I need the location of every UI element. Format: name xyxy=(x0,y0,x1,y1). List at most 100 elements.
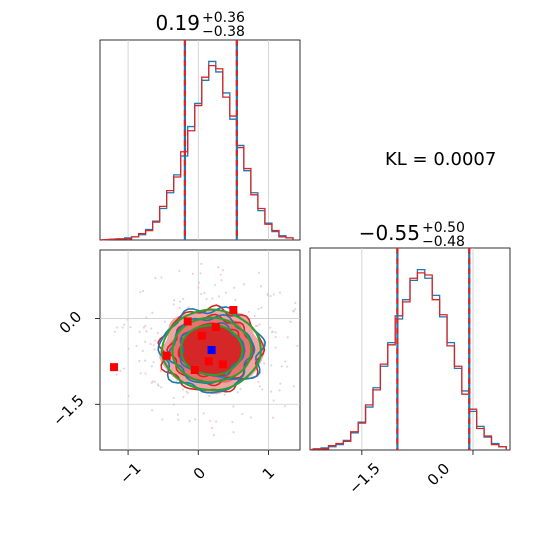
sample-dot xyxy=(266,294,270,297)
sample-dot xyxy=(175,379,178,382)
joint-ytick-label-0: 0.0 xyxy=(56,308,86,338)
sample-dot xyxy=(172,396,175,400)
sample-dot xyxy=(219,273,222,276)
sample-dot xyxy=(149,343,152,346)
sample-dot xyxy=(153,380,157,383)
red-marker xyxy=(162,351,171,360)
sample-dot xyxy=(154,277,157,280)
sample-dot xyxy=(139,372,142,375)
sample-dot xyxy=(270,331,274,334)
sample-dot xyxy=(197,281,201,284)
marginal-y-title-median: −0.55 xyxy=(359,221,420,245)
joint-ytick-label-neg1-5: −1.5 xyxy=(49,391,87,429)
sample-dot xyxy=(274,331,277,334)
sample-dot xyxy=(286,336,289,339)
sample-dot xyxy=(182,395,185,399)
sample-dot xyxy=(126,318,129,321)
sample-dot xyxy=(176,413,180,416)
red-marker xyxy=(183,317,192,326)
sample-dot xyxy=(221,269,225,272)
sample-dot xyxy=(241,412,244,416)
sample-dot xyxy=(269,326,272,329)
red-marker xyxy=(211,323,220,332)
red-marker xyxy=(204,357,213,366)
sample-dot xyxy=(236,391,239,394)
sample-dot xyxy=(161,418,164,421)
sample-dot xyxy=(263,362,266,365)
kl-annotation: KL = 0.0007 xyxy=(385,149,496,170)
blue-marker xyxy=(207,346,216,354)
sample-dot xyxy=(259,285,263,288)
sample-dot xyxy=(260,306,263,309)
sample-dot xyxy=(286,365,289,368)
marginal-y-xtick-label-0: 0.0 xyxy=(424,460,454,490)
sample-dot xyxy=(223,393,226,396)
sample-dot xyxy=(257,307,260,310)
sample-dot xyxy=(210,426,214,430)
sample-dot xyxy=(172,303,175,306)
sample-dot xyxy=(123,323,126,326)
sample-dot xyxy=(249,416,252,419)
contour-line xyxy=(171,316,253,384)
sample-dot xyxy=(231,420,234,424)
sample-dot xyxy=(270,364,273,367)
sample-dot xyxy=(269,294,272,298)
sample-dot xyxy=(233,286,236,289)
sample-dot xyxy=(242,283,246,286)
sample-dot xyxy=(178,300,182,303)
sample-dot xyxy=(200,292,203,296)
sample-dot xyxy=(156,331,159,335)
sample-dot xyxy=(144,324,147,327)
sample-dot xyxy=(208,394,211,397)
sample-dot xyxy=(113,330,116,333)
sample-dot xyxy=(250,375,254,378)
sample-dot xyxy=(274,346,277,349)
sample-dot xyxy=(294,308,297,311)
sample-dot xyxy=(209,419,212,423)
marginal-x-title-median: 0.19 xyxy=(155,11,200,35)
sample-dot xyxy=(139,290,142,294)
sample-dot xyxy=(172,299,176,302)
sample-dot xyxy=(296,344,299,348)
sample-dot xyxy=(122,367,125,370)
sample-dot xyxy=(272,293,275,296)
sample-dot xyxy=(269,390,273,393)
sample-dot xyxy=(150,365,153,368)
contour-line xyxy=(179,322,245,378)
sample-dot xyxy=(186,391,189,394)
sample-dot xyxy=(247,310,250,314)
marginal-y-title-plus: +0.50 xyxy=(422,220,465,236)
sample-dot xyxy=(187,306,190,309)
sample-dot xyxy=(156,383,160,386)
sample-dot xyxy=(127,347,130,350)
sample-dot xyxy=(144,372,147,375)
sample-dot xyxy=(142,326,146,329)
sample-dot xyxy=(160,386,163,389)
sample-dot xyxy=(191,272,194,275)
sample-dot xyxy=(142,289,145,293)
sample-dot xyxy=(151,311,154,314)
sample-dot xyxy=(261,388,264,391)
sample-dot xyxy=(115,373,118,376)
sample-dot xyxy=(258,385,261,388)
sample-dot xyxy=(194,418,197,421)
sample-dot xyxy=(258,323,261,326)
sample-dot xyxy=(197,286,200,289)
sample-dot xyxy=(181,297,185,301)
sample-dot xyxy=(205,298,208,301)
sample-dot xyxy=(119,369,122,372)
sample-dot xyxy=(178,269,181,272)
sample-dot xyxy=(271,416,275,419)
sample-dot xyxy=(177,418,180,421)
red-marker xyxy=(218,360,227,369)
marginal-x-panel: 0.19 +0.36 −0.38 xyxy=(99,10,301,241)
sample-dot xyxy=(274,336,277,339)
sample-dot xyxy=(217,266,220,269)
sample-dot xyxy=(217,295,221,298)
sample-dot xyxy=(214,420,218,423)
sample-dot xyxy=(135,344,138,348)
sample-dot xyxy=(220,279,223,282)
sample-dot xyxy=(152,361,155,364)
red-marker xyxy=(190,366,199,374)
